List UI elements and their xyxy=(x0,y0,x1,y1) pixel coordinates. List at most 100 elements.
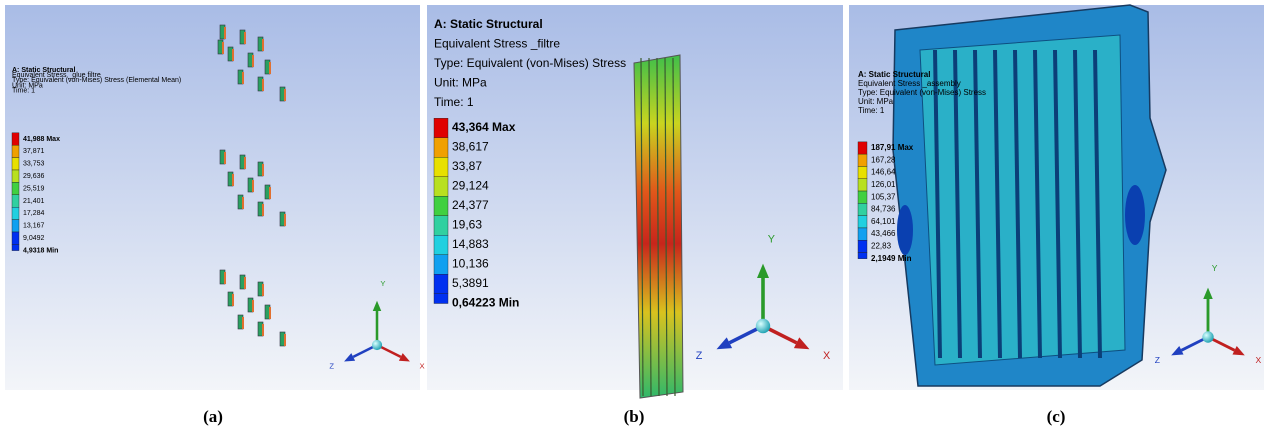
glue-edge xyxy=(262,79,264,91)
header-line: Type: Equivalent (von-Mises) Stress xyxy=(434,56,626,70)
axis-label-y: Y xyxy=(1212,263,1218,273)
glue-edge xyxy=(269,187,271,199)
axis-label-x: X xyxy=(823,350,830,362)
glue-edge xyxy=(269,62,271,74)
header-line: Unit: MPa xyxy=(434,76,487,90)
legend-swatch xyxy=(434,196,448,216)
legend-label: 146,64 xyxy=(871,168,896,177)
legend-label: 13,167 xyxy=(23,223,45,230)
legend-swatch xyxy=(858,142,867,154)
glue-edge xyxy=(232,49,234,61)
legend-swatch xyxy=(858,203,867,215)
legend-label: 25,519 xyxy=(23,185,45,192)
legend-label: 24,377 xyxy=(452,198,489,212)
legend-swatch-last xyxy=(12,244,19,250)
legend-label: 29,636 xyxy=(23,173,45,180)
legend-label: 105,37 xyxy=(871,192,896,201)
glue-edge xyxy=(284,334,286,346)
caption: (c) xyxy=(1047,407,1066,426)
legend-label: 43,364 Max xyxy=(452,120,516,134)
legend-swatch xyxy=(434,255,448,275)
legend-label: 0,64223 Min xyxy=(452,296,519,310)
legend-swatch xyxy=(12,220,19,232)
legend-swatch xyxy=(434,235,448,255)
legend-swatch xyxy=(858,154,867,166)
legend-label: 187,91 Max xyxy=(871,143,914,152)
legend-label: 84,736 xyxy=(871,205,896,214)
legend-label: 19,63 xyxy=(452,218,482,232)
axis-label-z: Z xyxy=(696,350,703,362)
panel: A: Static Structural Equivalent Stress _f… xyxy=(427,5,843,426)
glue-edge xyxy=(244,157,246,169)
header-line: A: Static Structural xyxy=(434,17,543,31)
glue-edge xyxy=(284,89,286,101)
legend-swatch xyxy=(12,195,19,207)
glue-edge xyxy=(232,294,234,306)
glue-edge xyxy=(284,214,286,226)
legend-swatch xyxy=(12,170,19,182)
caption: (b) xyxy=(624,407,645,426)
legend-label: 10,136 xyxy=(452,257,489,271)
legend-swatch xyxy=(434,138,448,158)
legend-label: 38,617 xyxy=(452,140,489,154)
header-line: Time: 1 xyxy=(12,88,35,95)
legend-label: 2,1949 Min xyxy=(871,254,912,263)
header-line: Equivalent Stress _assembly xyxy=(858,79,961,88)
legend-label: 41,988 Max xyxy=(23,136,60,143)
axis-label-x: X xyxy=(1256,355,1262,365)
legend-label: 126,01 xyxy=(871,180,896,189)
glue-edge xyxy=(244,277,246,289)
glue-edge xyxy=(262,324,264,336)
panel: A: Static StructuralEquivalent Stress _a… xyxy=(849,5,1264,426)
legend-label: 22,83 xyxy=(871,242,892,251)
stress-zone xyxy=(897,205,913,255)
caption: (a) xyxy=(203,407,223,426)
header-line: Time: 1 xyxy=(434,95,474,109)
glue-edge xyxy=(262,39,264,51)
triad-origin xyxy=(372,340,382,350)
legend-swatch xyxy=(12,182,19,194)
legend-swatch xyxy=(434,274,448,294)
glue-edge xyxy=(224,152,226,164)
viewport xyxy=(5,5,420,390)
legend-swatch xyxy=(12,207,19,219)
legend-swatch xyxy=(12,145,19,157)
triad-origin xyxy=(756,319,770,333)
legend-swatch-last xyxy=(434,294,448,304)
glue-edge xyxy=(252,300,254,312)
stress-zone xyxy=(1125,185,1145,245)
glue-edge xyxy=(269,307,271,319)
legend-label: 29,124 xyxy=(452,179,489,193)
legend-swatch xyxy=(434,118,448,138)
legend-swatch xyxy=(12,158,19,170)
figure: A: Static StructuralEquivalent Stress _g… xyxy=(0,0,1269,444)
glue-edge xyxy=(252,55,254,67)
glue-edge xyxy=(242,317,244,329)
legend-label: 14,883 xyxy=(452,237,489,251)
legend-swatch xyxy=(858,166,867,178)
legend-label: 33,87 xyxy=(452,159,482,173)
legend-label: 5,3891 xyxy=(452,276,489,290)
glue-edge xyxy=(262,164,264,176)
legend-label: 21,401 xyxy=(23,198,45,205)
legend-label: 17,284 xyxy=(23,210,45,217)
glue-edge xyxy=(222,42,224,54)
legend-swatch xyxy=(858,240,867,252)
glue-edge xyxy=(244,32,246,44)
header-line: Equivalent Stress _filtre xyxy=(434,37,560,51)
legend-swatch xyxy=(858,179,867,191)
legend-swatch xyxy=(858,216,867,228)
legend-label: 4,9318 Min xyxy=(23,247,58,254)
legend-label: 37,871 xyxy=(23,148,45,155)
legend-swatch xyxy=(434,216,448,236)
legend-label: 9,0492 xyxy=(23,235,45,242)
axis-label-x: X xyxy=(420,361,425,370)
legend-label: 43,466 xyxy=(871,229,896,238)
glue-edge xyxy=(262,204,264,216)
glue-edge xyxy=(224,272,226,284)
legend-swatch xyxy=(434,177,448,197)
header-line: A: Static Structural xyxy=(858,70,930,79)
header-line: Unit: MPa xyxy=(858,97,894,106)
